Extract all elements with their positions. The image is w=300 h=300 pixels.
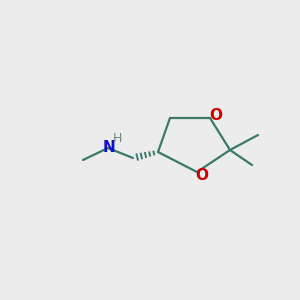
Text: O: O: [196, 167, 208, 182]
Text: H: H: [112, 133, 122, 146]
Text: N: N: [103, 140, 116, 155]
Text: O: O: [209, 107, 223, 122]
